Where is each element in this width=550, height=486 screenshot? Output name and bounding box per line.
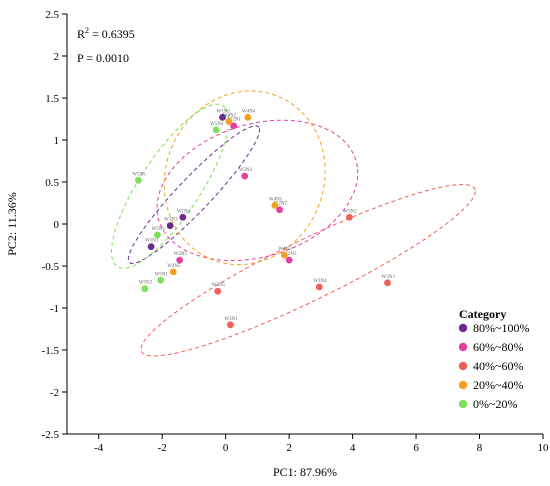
data-point-label: W2N1 [228, 118, 242, 123]
y-tick-label: -2 [50, 387, 59, 399]
y-tick-label: 1.5 [45, 93, 59, 105]
data-point [169, 268, 177, 276]
data-point [227, 321, 234, 329]
p-value-annotation: P = 0.0010 [77, 51, 129, 65]
data-point [346, 213, 353, 221]
x-tick-label: 8 [477, 442, 483, 454]
data-point-label: W1N1 [145, 239, 159, 244]
y-tick-label: 0.5 [45, 177, 59, 189]
data-point-label: W1N4 [177, 209, 191, 214]
r-squared-annotation: R2 = 0.6395 [77, 26, 135, 41]
data-point [271, 202, 279, 209]
x-tick-label: -4 [94, 442, 104, 454]
ellipse-20%~40% [163, 90, 326, 266]
data-point [276, 206, 284, 214]
ticks: -4 -2 0 2 4 6 8 10 2.5 2 1.5 1 0.5 0 -0.5 -1 -1.5 -2 -2.5 [42, 9, 549, 454]
ellipse-60%~80% [156, 119, 359, 262]
data-point-label: W3N2 [343, 209, 357, 214]
data-point-label: W5N1 [155, 272, 169, 277]
y-tick-label: 2 [54, 51, 60, 63]
y-tick-label: 2.5 [45, 9, 59, 21]
data-point [141, 285, 149, 293]
data-point-label: W4N1 [269, 198, 283, 203]
legend-marker [458, 399, 468, 409]
data-point-label: W5N4 [210, 122, 224, 127]
data-point-label: W3N3 [382, 275, 396, 280]
data-point [147, 243, 155, 251]
legend-marker [458, 342, 468, 352]
legend-marker [458, 361, 468, 371]
y-tick-label: -1.5 [42, 345, 60, 357]
data-point-label: W2N5 [174, 252, 188, 257]
data-point-label: W2N3 [283, 252, 297, 257]
data-point [244, 113, 252, 121]
y-tick-label: 0 [54, 219, 60, 231]
y-tick-label: 1 [54, 135, 60, 147]
data-point [157, 276, 165, 284]
data-point [225, 118, 233, 125]
data-point [315, 283, 323, 291]
data-point [212, 126, 220, 134]
data-point-label: W3N4 [313, 279, 327, 284]
ellipse-40%~60% [140, 184, 476, 357]
data-point-label: W5N3 [151, 227, 165, 232]
x-tick-label: 10 [538, 442, 550, 454]
data-point-label: W2N2 [274, 202, 288, 207]
data-point [219, 113, 226, 121]
confidence-ellipses [110, 90, 476, 357]
ellipse-80%~100% [127, 125, 260, 265]
point-labels: W1N2 W1N4 W1N3 W1N1 W2N1 W2N4 W2N2 W2N3 W2N5 W3N2… [132, 109, 395, 321]
data-point [166, 222, 174, 230]
data-point [230, 122, 238, 130]
data-point-label: W4N4 [242, 109, 256, 114]
x-tick-label: 6 [413, 442, 419, 454]
data-point [179, 213, 187, 221]
data-point-label: W5N5 [132, 172, 146, 177]
data-point [214, 287, 222, 295]
x-tick-label: 2 [286, 442, 292, 454]
data-point-label: W3N1 [224, 317, 238, 322]
y-tick-label: -2.5 [42, 429, 60, 441]
legend: Category 80%~100% 60%~80% 40%~60% 20%~40% 0%… [458, 307, 529, 411]
y-tick-label: -0.5 [42, 261, 60, 273]
data-point-label: W5N2 [139, 281, 153, 286]
data-point [154, 231, 161, 239]
data-point [285, 256, 293, 264]
data-point-label: W4N3 [278, 247, 292, 252]
y-tick-label: -1 [50, 303, 59, 315]
x-axis-title: PC1: 87.96% [273, 465, 337, 479]
legend-label: 80%~100% [473, 321, 529, 335]
data-points [135, 113, 391, 329]
legend-title: Category [459, 307, 506, 321]
x-tick-label: 4 [350, 442, 356, 454]
data-point-label: W1N2 [216, 109, 230, 114]
ellipse-0%~20% [110, 103, 230, 269]
legend-label: 60%~80% [473, 340, 523, 354]
data-point [280, 251, 288, 259]
data-point-label: W3N5 [212, 283, 226, 288]
x-tick-label: 0 [223, 442, 229, 454]
data-point [384, 279, 391, 287]
data-point-label: W4N2 [223, 114, 237, 119]
data-point-label: W2N4 [239, 168, 253, 173]
data-point [135, 176, 142, 184]
legend-label: 40%~60% [473, 359, 523, 373]
data-point-label: W4N5 [167, 264, 181, 269]
legend-label: 20%~40% [473, 378, 523, 392]
data-point [241, 172, 249, 180]
x-tick-label: -2 [158, 442, 167, 454]
data-point [176, 256, 184, 264]
legend-marker [458, 380, 468, 390]
legend-label: 0%~20% [473, 397, 517, 411]
data-point-label: W1N3 [164, 218, 178, 223]
y-axis-title: PC2: 11.36% [5, 192, 19, 256]
legend-marker [458, 323, 468, 333]
